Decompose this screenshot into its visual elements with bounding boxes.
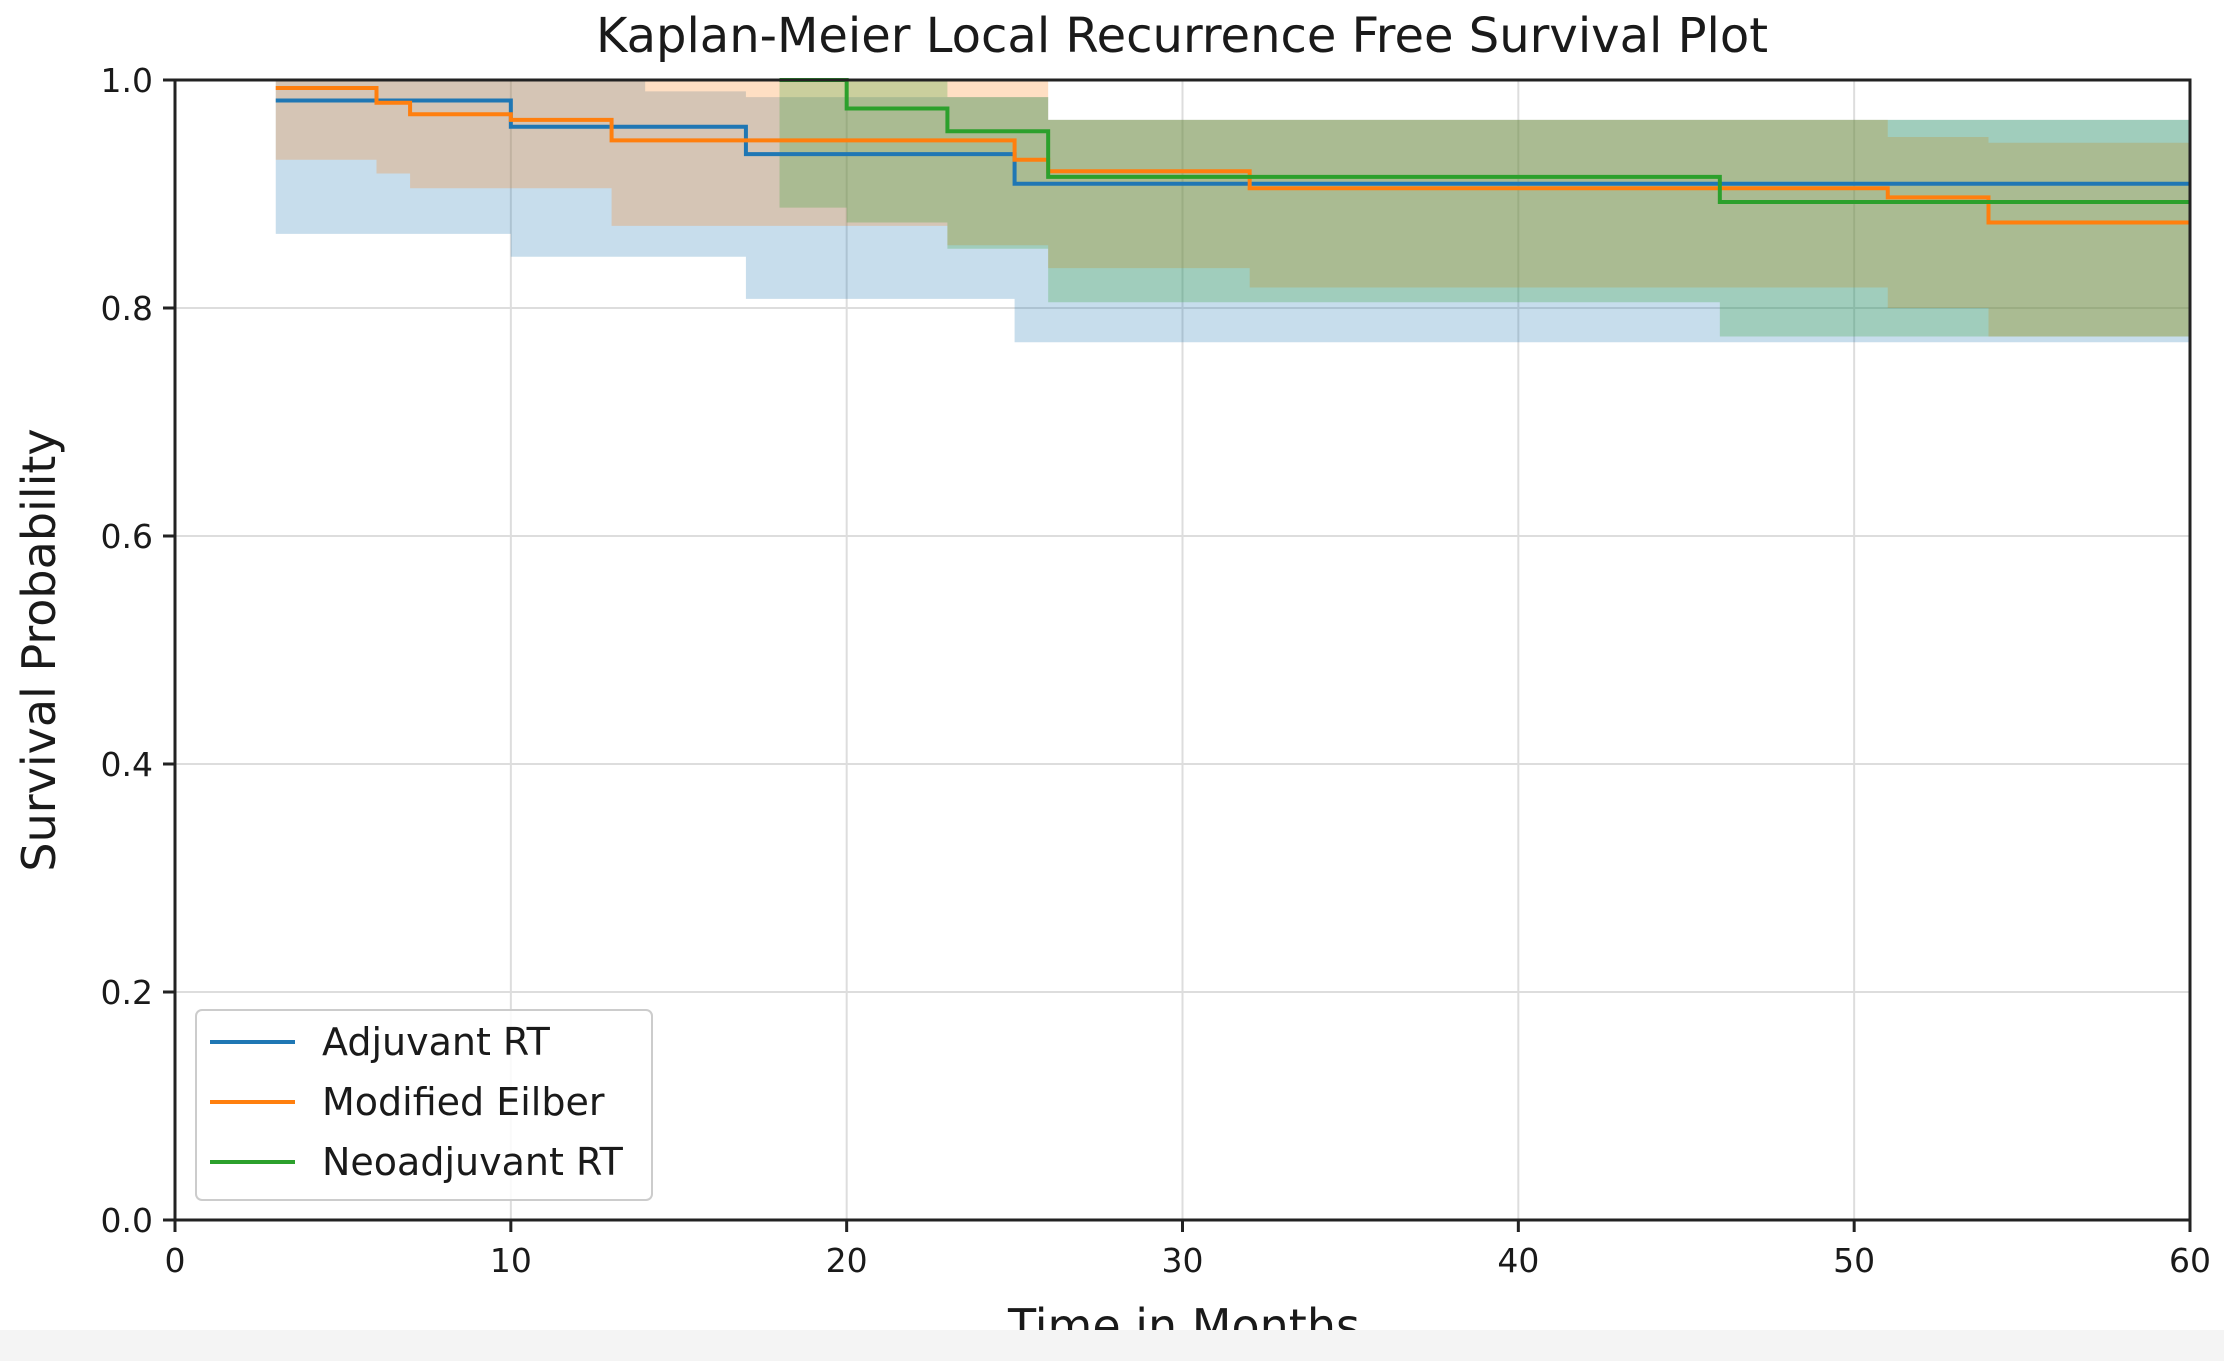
- bottom-strip: [0, 1330, 2224, 1361]
- ci-band-neoadjuvant-rt: [779, 80, 2190, 337]
- legend-label-adjuvant-rt: Adjuvant RT: [322, 1020, 551, 1064]
- chart-title: Kaplan-Meier Local Recurrence Free Survi…: [596, 8, 1768, 64]
- ci-band-adjuvant-rt: [275, 80, 2190, 343]
- legend-label-modified-eilber: Modified Eilber: [322, 1080, 605, 1124]
- x-tick-label: 60: [2169, 1241, 2211, 1280]
- y-tick-label: 0.4: [101, 745, 153, 784]
- y-tick-label: 0.2: [101, 973, 153, 1012]
- legend: Adjuvant RT Modified Eilber Neoadjuvant RT: [195, 1009, 653, 1201]
- y-tick-label: 1.0: [101, 61, 153, 100]
- x-tick-label: 0: [165, 1241, 186, 1280]
- x-tick-label: 40: [1497, 1241, 1539, 1280]
- survival-line-modified-eilber: [275, 85, 2190, 225]
- legend-label-neoadjuvant-rt: Neoadjuvant RT: [322, 1140, 624, 1184]
- legend-box: [195, 1009, 653, 1201]
- axis-ticks: 0 10 20 30 40 50 60 0.0 0.2 0.4 0.6 0.8 1.0: [101, 61, 2211, 1280]
- x-tick-label: 20: [826, 1241, 868, 1280]
- y-tick-label: 0.8: [101, 289, 153, 328]
- ci-band-modified-eilber: [275, 80, 2190, 337]
- survival-line-neoadjuvant-rt: [779, 78, 2190, 204]
- y-tick-label: 0.0: [101, 1201, 153, 1240]
- confidence-bands: [275, 80, 2190, 343]
- x-tick-label: 50: [1833, 1241, 1875, 1280]
- x-tick-label: 10: [490, 1241, 532, 1280]
- y-tick-label: 0.6: [101, 517, 153, 556]
- x-tick-label: 30: [1162, 1241, 1204, 1280]
- survival-curves: [275, 78, 2190, 225]
- y-axis-label: Survival Probability: [12, 428, 66, 871]
